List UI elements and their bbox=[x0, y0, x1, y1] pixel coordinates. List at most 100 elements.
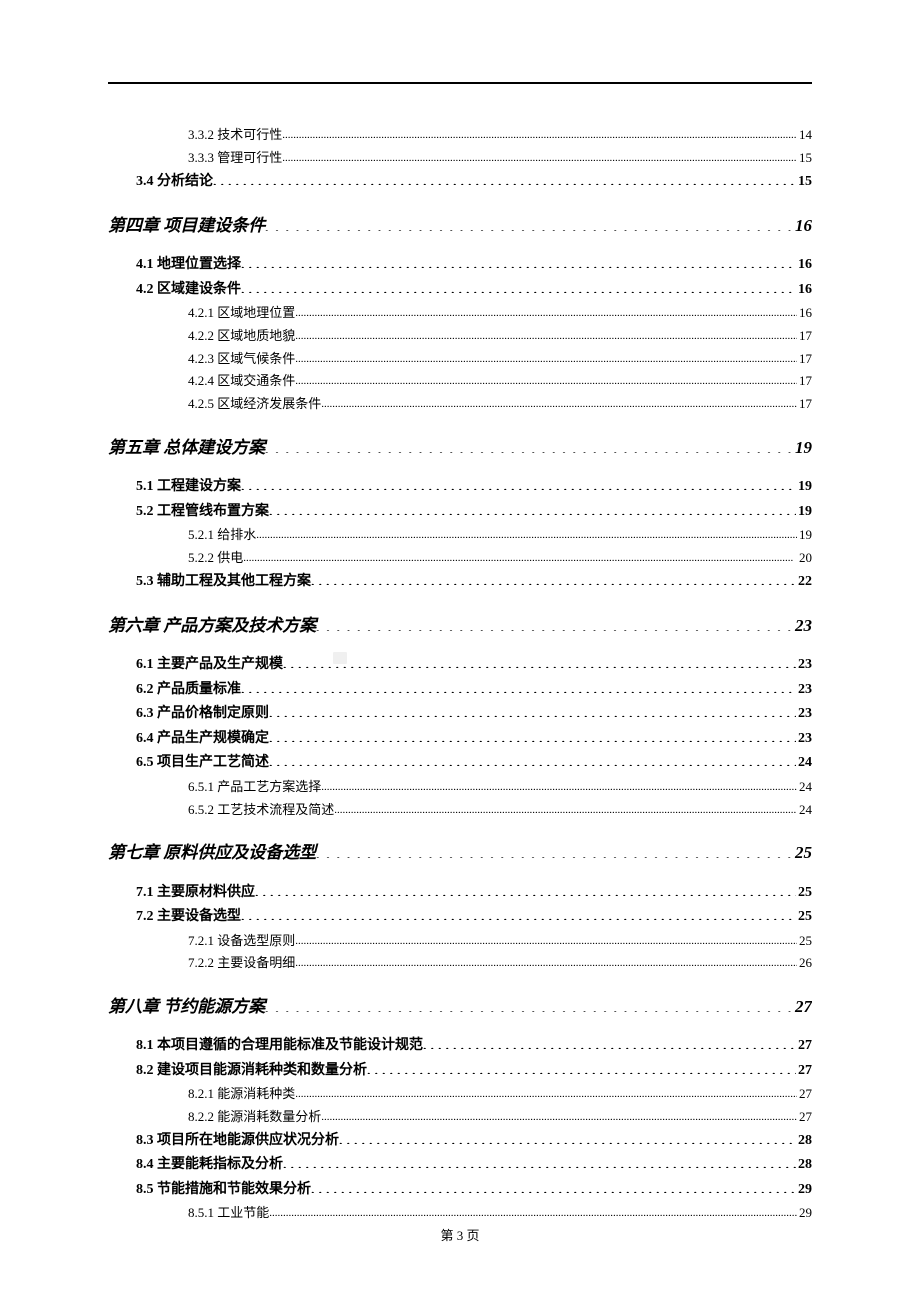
watermark-block bbox=[333, 652, 347, 664]
toc-label: 第六章 产品方案及技术方案 bbox=[108, 612, 316, 639]
toc-entry: 5.3 辅助工程及其他工程方案22 bbox=[136, 570, 812, 595]
toc-label: 5.2 工程管线布置方案 bbox=[136, 500, 269, 525]
toc-leader-dots bbox=[295, 1085, 797, 1098]
toc-leader-dots bbox=[311, 1179, 796, 1193]
toc-entry: 4.2.4 区域交通条件17 bbox=[188, 370, 812, 393]
page-footer: 第 3 页 bbox=[0, 1225, 920, 1244]
toc-page-number: 20 bbox=[797, 547, 812, 570]
toc-page-number: 19 bbox=[793, 434, 812, 461]
toc-page-number: 17 bbox=[797, 325, 812, 348]
toc-entry: 6.1 主要产品及生产规模23 bbox=[136, 653, 812, 678]
toc-label: 3.4 分析结论 bbox=[136, 170, 213, 195]
toc-list: 3.3.2 技术可行性143.3.3 管理可行性153.4 分析结论15第四章 … bbox=[108, 124, 812, 1225]
toc-page-number: 22 bbox=[796, 570, 812, 595]
toc-entry: 8.2.2 能源消耗数量分析27 bbox=[188, 1106, 812, 1129]
toc-leader-dots bbox=[265, 436, 793, 453]
toc-label: 6.1 主要产品及生产规模 bbox=[136, 653, 283, 678]
toc-page-number: 23 bbox=[793, 612, 812, 639]
toc-leader-dots bbox=[321, 395, 797, 408]
toc-page-number: 16 bbox=[796, 253, 812, 278]
toc-page-number: 23 bbox=[796, 727, 812, 752]
toc-page-number: 19 bbox=[797, 524, 812, 547]
toc-page-number: 25 bbox=[793, 839, 812, 866]
toc-page-number: 27 bbox=[797, 1083, 812, 1106]
toc-entry: 6.5.2 工艺技术流程及简述 24 bbox=[188, 799, 812, 822]
toc-page-number: 16 bbox=[797, 302, 812, 325]
toc-label: 8.3 项目所在地能源供应状况分析 bbox=[136, 1129, 339, 1154]
toc-label: 8.2.1 能源消耗种类 bbox=[188, 1083, 295, 1106]
toc-page-number: 23 bbox=[796, 678, 812, 703]
toc-leader-dots bbox=[321, 778, 797, 791]
toc-label: 第八章 节约能源方案 bbox=[108, 993, 265, 1020]
toc-entry: 8.2 建设项目能源消耗种类和数量分析27 bbox=[136, 1059, 812, 1084]
toc-label: 4.1 地理位置选择 bbox=[136, 253, 241, 278]
toc-entry: 5.2 工程管线布置方案19 bbox=[136, 500, 812, 525]
toc-page-number: 28 bbox=[796, 1153, 812, 1178]
toc-label: 4.2.1 区域地理位置 bbox=[188, 302, 295, 325]
toc-leader-dots bbox=[265, 995, 793, 1012]
toc-label: 6.2 产品质量标准 bbox=[136, 678, 241, 703]
toc-label: 3.3.3 管理可行性 bbox=[188, 147, 282, 170]
toc-leader-dots bbox=[269, 501, 796, 515]
toc-entry: 第八章 节约能源方案27 bbox=[108, 993, 812, 1020]
toc-entry: 8.5.1 工业节能29 bbox=[188, 1202, 812, 1225]
toc-leader-dots bbox=[255, 882, 796, 896]
toc-page-number: 14 bbox=[797, 124, 812, 147]
toc-entry: 第四章 项目建设条件16 bbox=[108, 212, 812, 239]
toc-leader-dots bbox=[295, 327, 797, 340]
toc-label: 8.4 主要能耗指标及分析 bbox=[136, 1153, 283, 1178]
toc-page-number: 24 bbox=[797, 799, 812, 822]
toc-entry: 6.2 产品质量标准 23 bbox=[136, 678, 812, 703]
toc-leader-dots bbox=[295, 932, 797, 945]
toc-entry: 7.2.1 设备选型原则25 bbox=[188, 930, 812, 953]
toc-page-number: 17 bbox=[797, 370, 812, 393]
toc-leader-dots bbox=[311, 571, 796, 585]
toc-label: 7.2 主要设备选型 bbox=[136, 905, 241, 930]
toc-entry: 4.2.1 区域地理位置 16 bbox=[188, 302, 812, 325]
toc-page-number: 16 bbox=[793, 212, 812, 239]
toc-label: 7.2.2 主要设备明细 bbox=[188, 952, 295, 975]
toc-leader-dots bbox=[269, 752, 796, 766]
toc-page-number: 16 bbox=[796, 278, 812, 303]
toc-label: 6.5.2 工艺技术流程及简述 bbox=[188, 799, 334, 822]
toc-page-number: 24 bbox=[796, 751, 812, 776]
toc-label: 4.2.5 区域经济发展条件 bbox=[188, 393, 321, 416]
toc-page-number: 27 bbox=[797, 1106, 812, 1129]
toc-entry: 8.3 项目所在地能源供应状况分析28 bbox=[136, 1129, 812, 1154]
toc-label: 7.2.1 设备选型原则 bbox=[188, 930, 295, 953]
toc-page-number: 25 bbox=[796, 881, 812, 906]
toc-leader-dots bbox=[282, 149, 797, 162]
toc-leader-dots bbox=[423, 1035, 796, 1049]
toc-entry: 8.5 节能措施和节能效果分析29 bbox=[136, 1178, 812, 1203]
toc-leader-dots bbox=[316, 841, 793, 858]
toc-leader-dots bbox=[269, 1204, 797, 1217]
toc-label: 4.2 区域建设条件 bbox=[136, 278, 241, 303]
toc-leader-dots bbox=[316, 614, 793, 631]
toc-entry: 5.2.2 供电 20 bbox=[188, 547, 812, 570]
toc-label: 4.2.3 区域气候条件 bbox=[188, 348, 295, 371]
toc-label: 6.5 项目生产工艺简述 bbox=[136, 751, 269, 776]
toc-entry: 4.2 区域建设条件 16 bbox=[136, 278, 812, 303]
toc-label: 3.3.2 技术可行性 bbox=[188, 124, 282, 147]
toc-entry: 4.1 地理位置选择 16 bbox=[136, 253, 812, 278]
toc-leader-dots bbox=[295, 372, 797, 385]
toc-label: 7.1 主要原材料供应 bbox=[136, 881, 255, 906]
toc-label: 5.2.1 给排水 bbox=[188, 524, 256, 547]
toc-entry: 8.4 主要能耗指标及分析 28 bbox=[136, 1153, 812, 1178]
toc-entry: 4.2.2 区域地质地貌17 bbox=[188, 325, 812, 348]
toc-leader-dots bbox=[269, 703, 796, 717]
toc-page-number: 27 bbox=[796, 1059, 812, 1084]
toc-label: 5.2.2 供电 bbox=[188, 547, 243, 570]
toc-page-number: 19 bbox=[796, 475, 812, 500]
toc-leader-dots bbox=[283, 1154, 796, 1168]
toc-entry: 3.4 分析结论15 bbox=[136, 170, 812, 195]
toc-entry: 8.2.1 能源消耗种类 27 bbox=[188, 1083, 812, 1106]
toc-leader-dots bbox=[243, 549, 797, 562]
toc-label: 5.1 工程建设方案 bbox=[136, 475, 241, 500]
toc-leader-dots bbox=[241, 279, 796, 293]
toc-entry: 4.2.3 区域气候条件17 bbox=[188, 348, 812, 371]
toc-entry: 7.1 主要原材料供应 25 bbox=[136, 881, 812, 906]
toc-leader-dots bbox=[241, 254, 796, 268]
toc-page-number: 26 bbox=[797, 952, 812, 975]
toc-leader-dots bbox=[339, 1130, 796, 1144]
